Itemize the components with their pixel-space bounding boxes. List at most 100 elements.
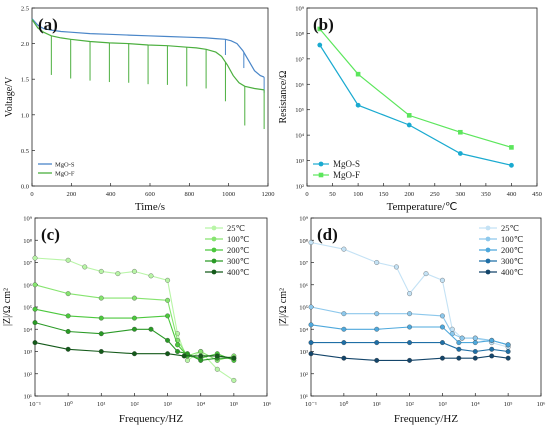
data-point (374, 326, 380, 332)
data-point (489, 337, 495, 343)
series-line-MgO-F (31, 19, 265, 91)
data-point (198, 349, 204, 354)
y-tick-label: 10⁸ (299, 238, 309, 245)
y-tick-label: 0.5 (21, 148, 29, 155)
data-point (32, 340, 38, 346)
data-point (131, 326, 137, 332)
legend-label: 200℃ (501, 245, 524, 255)
x-tick-label: 10⁰ (64, 400, 74, 408)
data-point (393, 264, 399, 270)
data-point (231, 377, 237, 383)
data-point (181, 353, 187, 359)
data-point (131, 268, 137, 274)
data-point (456, 355, 462, 361)
data-point (472, 349, 478, 354)
data-point (231, 355, 237, 361)
x-tick-label: 200 (404, 191, 414, 198)
y-tick-label: 10⁵ (295, 107, 304, 114)
data-point (505, 349, 511, 354)
x-tick-label: 10⁴ (471, 401, 481, 408)
y-tick-label: 10⁸ (23, 238, 33, 245)
legend-label: 200℃ (227, 245, 250, 255)
y-tick-label: 10⁴ (299, 327, 309, 334)
data-point (509, 162, 514, 168)
legend-label: 400℃ (227, 267, 250, 277)
panel-label: (c) (41, 225, 60, 244)
data-point (32, 320, 38, 326)
data-point (423, 271, 429, 277)
data-point (439, 340, 445, 346)
y-tick-label: 2.0 (21, 41, 29, 48)
panel-d: 10⁻¹ 10⁰ 10¹ 10² 10³ 10⁴ 10⁵ 10⁶ 10¹ 10² 10³ 10⁴ 10⁵… (278, 216, 545, 426)
data-point (214, 366, 220, 372)
data-point (489, 346, 495, 352)
data-point (32, 282, 38, 288)
data-point (439, 355, 445, 361)
x-tick-label: 10⁰ (339, 400, 349, 408)
data-point (165, 297, 171, 303)
x-axis-label: Temperature/℃ (387, 201, 458, 213)
data-point (472, 340, 478, 346)
y-tick-label: 10² (296, 184, 305, 191)
legend-marker (485, 269, 491, 275)
y-tick-label: 10⁷ (23, 260, 32, 267)
panel-label: (a) (38, 15, 58, 34)
data-point (308, 340, 314, 346)
legend-label: 100℃ (501, 234, 524, 244)
x-tick-label: 400 (507, 191, 517, 198)
y-tick-label: 10² (24, 371, 33, 378)
data-point (165, 277, 171, 283)
data-point (98, 315, 104, 321)
data-point (439, 324, 445, 330)
x-tick-label: 800 (184, 191, 194, 198)
x-tick-label: 10³ (163, 401, 172, 408)
data-point (509, 145, 514, 150)
legend-marker (211, 236, 217, 242)
data-point (148, 326, 154, 332)
panel-label: (d) (317, 225, 338, 244)
x-tick-label: 1000 (222, 191, 235, 198)
data-point (82, 264, 88, 270)
data-point (341, 340, 347, 346)
legend-marker (485, 247, 491, 253)
data-point (407, 291, 413, 297)
y-tick-label: 10⁹ (23, 216, 33, 223)
data-point (355, 71, 361, 77)
x-axis-label: Frequency/HZ (119, 413, 183, 425)
x-tick-label: 10² (130, 401, 139, 408)
data-point (175, 342, 180, 348)
y-tick-label: 10⁷ (299, 260, 308, 267)
legend-label: 25℃ (501, 223, 520, 233)
y-axis-label: Voltage/V (4, 76, 15, 117)
data-point (98, 349, 104, 354)
legend-marker (485, 236, 491, 242)
legend-label: 300℃ (501, 256, 524, 266)
x-tick-label: 100 (353, 191, 363, 198)
legend-label: 100℃ (227, 234, 250, 244)
x-tick-label: 300 (455, 191, 465, 198)
legend-marker (485, 258, 491, 264)
data-point (32, 255, 38, 261)
data-point (65, 257, 71, 263)
data-point (317, 42, 323, 48)
y-tick-label: 10⁵ (299, 305, 308, 312)
data-point (439, 313, 445, 319)
data-point (308, 322, 314, 328)
y-tick-label: 10³ (300, 349, 309, 356)
data-point (407, 340, 413, 346)
x-tick-label: 10⁻¹ (29, 401, 41, 408)
data-point (374, 260, 380, 265)
y-tick-label: 1.0 (21, 112, 29, 119)
y-tick-label: 10³ (296, 158, 305, 165)
data-point (65, 313, 71, 319)
x-tick-label: 10¹ (97, 401, 106, 408)
data-point (65, 291, 71, 297)
y-tick-label: 10¹ (300, 394, 309, 401)
y-tick-label: 10¹ (24, 394, 33, 401)
data-point (457, 151, 463, 156)
y-tick-label: 10⁴ (23, 327, 33, 334)
data-point (407, 311, 413, 317)
data-point (198, 357, 204, 363)
data-point (472, 335, 478, 341)
